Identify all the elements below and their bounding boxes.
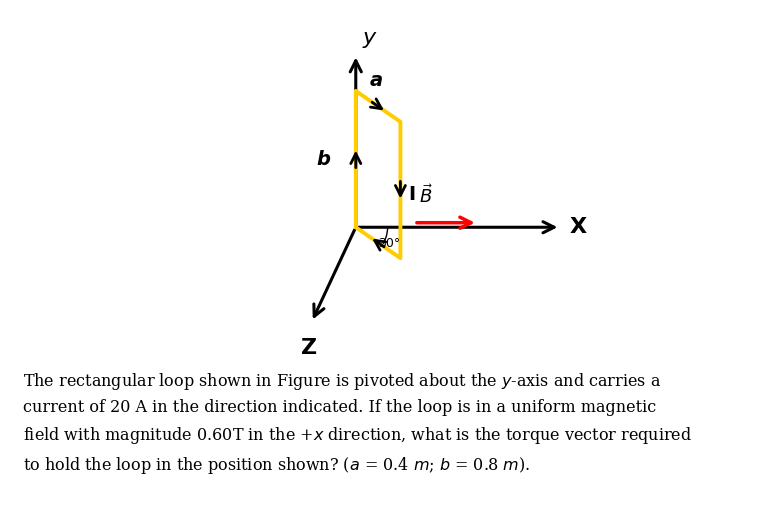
Text: a: a	[369, 71, 382, 90]
Text: b: b	[316, 149, 331, 169]
Text: 30°: 30°	[378, 237, 400, 250]
Text: X: X	[569, 217, 587, 237]
Text: $\vec{B}$: $\vec{B}$	[419, 184, 433, 207]
Text: y: y	[363, 28, 375, 47]
Text: The rectangular loop shown in Figure is pivoted about the $y$-axis and carries a: The rectangular loop shown in Figure is …	[23, 371, 692, 477]
Text: Z: Z	[301, 338, 317, 358]
Text: I: I	[409, 185, 416, 204]
